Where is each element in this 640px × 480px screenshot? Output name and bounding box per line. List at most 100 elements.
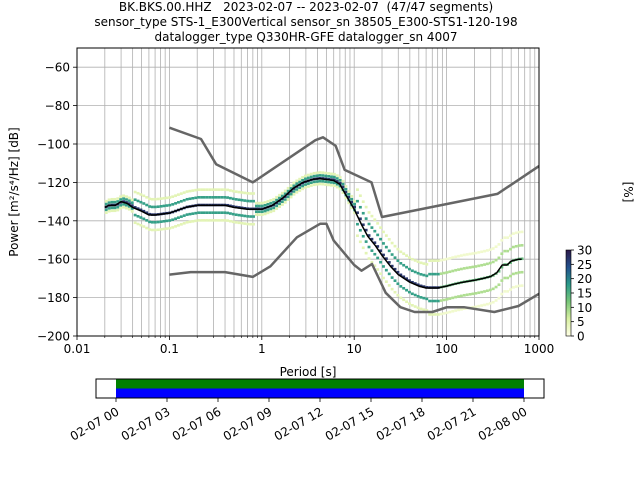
density-cell	[318, 179, 322, 183]
density-cell	[289, 195, 293, 199]
density-cell	[413, 259, 417, 262]
density-cell	[442, 271, 446, 275]
colorbar-label: [%]	[621, 182, 635, 203]
density-cell	[497, 243, 501, 246]
y-tick-label: −140	[37, 214, 70, 228]
density-cell	[278, 193, 281, 197]
density-cell	[376, 222, 380, 225]
x-tick-label: 100	[435, 342, 458, 356]
density-cell	[494, 258, 498, 262]
density-cell	[125, 203, 128, 207]
density-cell	[491, 300, 495, 304]
density-cell	[410, 280, 414, 284]
density-cell	[332, 178, 336, 182]
density-cell	[139, 200, 143, 204]
density-cell	[208, 219, 212, 222]
density-cell	[517, 271, 521, 274]
density-cell	[488, 288, 492, 292]
time-tick-label: 02-07 09	[221, 404, 275, 443]
density-cell	[454, 309, 458, 312]
density-cell	[162, 204, 166, 208]
density-cell	[382, 230, 385, 234]
density-cell	[104, 208, 108, 212]
density-cell	[465, 293, 469, 297]
density-cell	[174, 202, 178, 205]
density-cell	[156, 197, 160, 201]
x-tick-label: 10	[347, 342, 362, 356]
density-cell	[396, 293, 400, 297]
density-cell	[246, 215, 250, 218]
density-cell	[130, 201, 134, 205]
density-cell	[151, 205, 154, 209]
density-cell	[497, 256, 501, 260]
density-cell	[205, 196, 209, 199]
density-cell	[494, 245, 498, 249]
density-cell	[197, 188, 201, 191]
density-cell	[480, 304, 484, 307]
density-cell	[278, 196, 281, 200]
density-cell	[269, 207, 273, 211]
density-cell	[286, 195, 290, 199]
density-cell	[318, 174, 322, 177]
density-cell	[335, 174, 339, 177]
coverage-top-band	[116, 379, 524, 389]
density-cell	[402, 286, 406, 290]
density-cell	[338, 187, 342, 191]
density-cell	[298, 180, 302, 184]
density-cell	[191, 212, 195, 215]
density-cell	[514, 244, 518, 248]
density-cell	[341, 191, 345, 195]
density-cell	[171, 218, 175, 222]
density-cell	[428, 313, 432, 316]
density-cell	[439, 272, 443, 275]
colorbar-tick-label: 10	[577, 301, 592, 315]
time-tick-label: 02-07 18	[374, 404, 428, 443]
density-cell	[480, 250, 484, 254]
density-cell	[272, 197, 276, 201]
density-cell	[272, 206, 276, 210]
density-cell	[410, 304, 414, 307]
density-cell	[246, 199, 250, 203]
density-cell	[136, 222, 140, 226]
density-cell	[217, 188, 221, 191]
density-cell	[278, 202, 281, 206]
density-cell	[408, 279, 411, 282]
density-cell	[405, 265, 409, 269]
density-cell	[202, 196, 206, 199]
density-cell	[506, 276, 510, 280]
density-cell	[252, 192, 255, 195]
density-cell	[517, 244, 521, 247]
density-cell	[191, 196, 195, 200]
density-cell	[191, 220, 195, 223]
density-cell	[356, 188, 359, 191]
density-cell	[110, 197, 114, 201]
density-cell	[246, 222, 250, 226]
density-cell	[433, 272, 437, 276]
density-cell	[191, 189, 195, 192]
density-cell	[125, 201, 128, 204]
y-tick-label: −180	[37, 291, 70, 305]
density-cell	[133, 198, 137, 202]
density-cell	[425, 297, 429, 301]
density-cell	[324, 171, 328, 175]
density-cell	[321, 171, 325, 174]
density-cell	[260, 204, 264, 208]
density-cell	[156, 228, 160, 232]
density-cell	[269, 210, 273, 214]
density-cell	[471, 305, 475, 309]
density-cell	[350, 197, 354, 201]
density-cell	[462, 267, 466, 270]
density-cell	[416, 260, 420, 264]
density-cell	[356, 222, 359, 226]
density-cell	[335, 180, 339, 183]
density-cell	[104, 211, 108, 214]
density-cell	[491, 287, 495, 291]
density-cell	[177, 193, 180, 196]
density-cell	[231, 212, 235, 216]
density-cell	[116, 205, 120, 209]
y-tick-label: −80	[45, 99, 70, 113]
density-cell	[422, 308, 426, 311]
density-cell	[104, 202, 108, 206]
density-cell	[361, 234, 365, 238]
density-cell	[373, 241, 377, 244]
